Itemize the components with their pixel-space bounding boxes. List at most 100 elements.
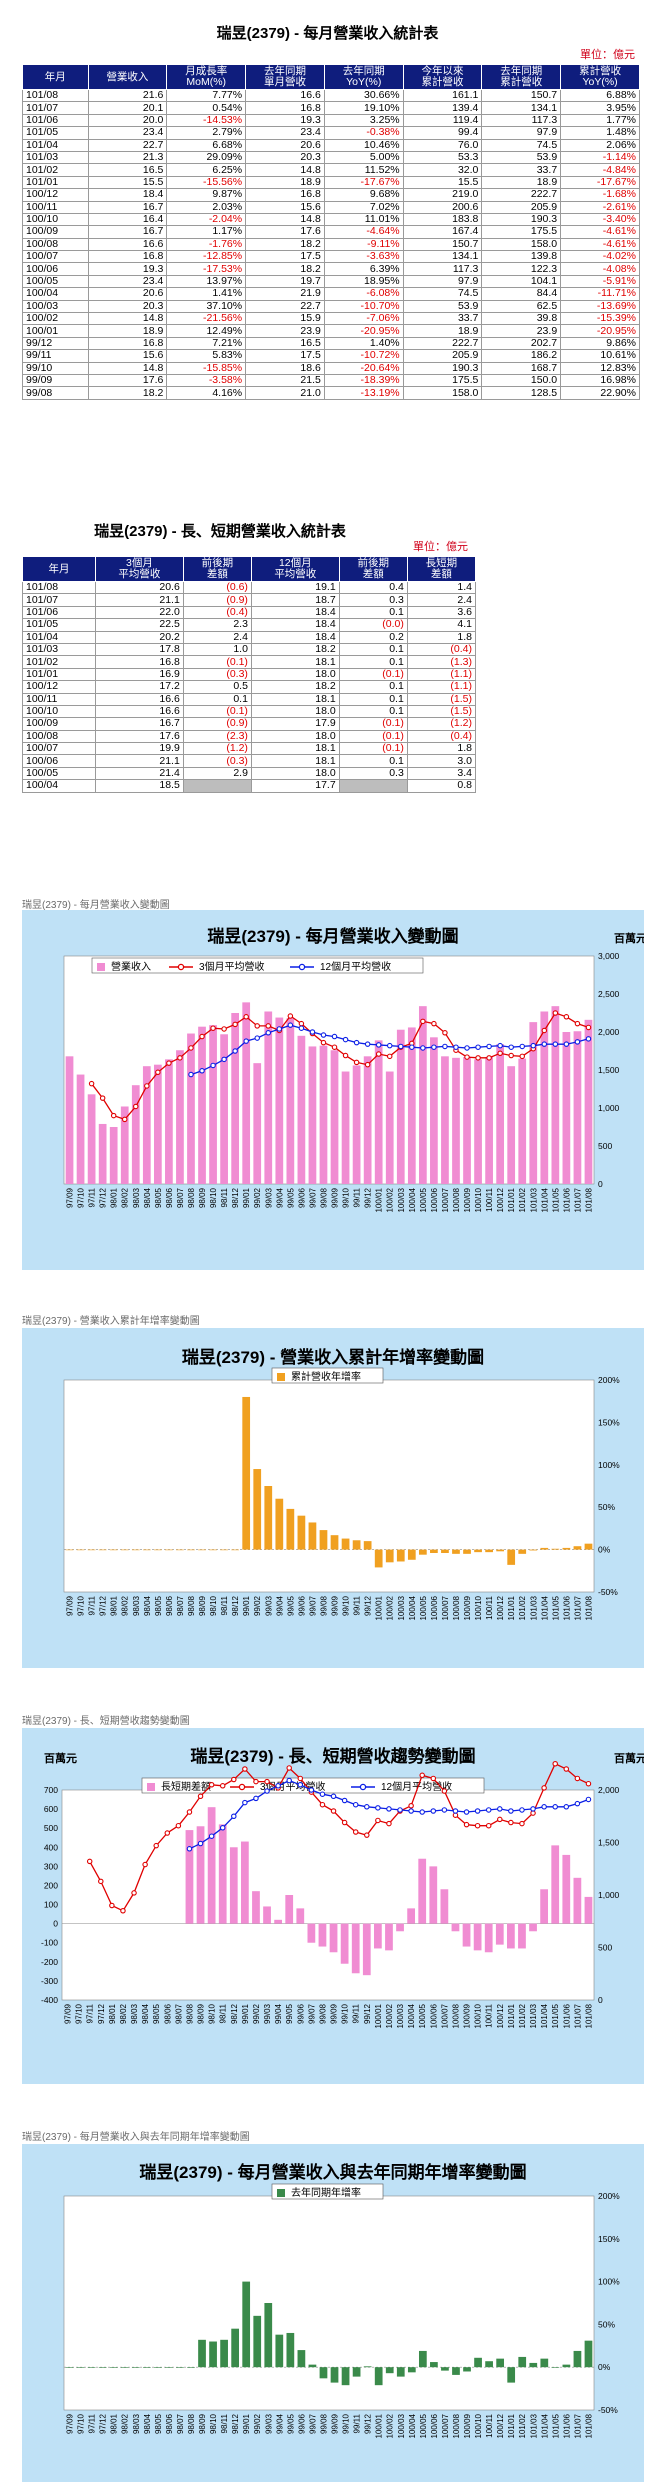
series-point [110,1112,117,1119]
table-row: 100/11 16.6 0.1 18.1 0.1 (1.5) [21,692,477,706]
bar [518,2356,527,2368]
table-cell: 23.9 [481,324,562,338]
table-cell: -21.56% [166,312,247,326]
bar [418,1858,427,1924]
series-point [243,1038,249,1044]
bar [330,2367,339,2383]
bar [462,1923,471,1947]
table-cell: 100/05 [21,766,97,781]
table-cell: 0.1 [338,605,408,620]
x-tick-label: 101/05 [551,2413,560,2438]
table-cell: (0.9) [182,717,252,731]
bar [418,1006,427,1184]
table-cell: 19.1 [250,580,340,595]
bar [253,2315,262,2368]
series-point [397,1807,403,1813]
table-cell: 219.0 [402,188,483,202]
series-point [352,1829,359,1835]
x-tick-label: 98/06 [165,1187,174,1208]
series-point [265,1030,272,1036]
table-cell: 18.1 [250,692,340,706]
x-tick-label: 101/06 [562,2413,571,2438]
series-point [408,1808,414,1814]
x-tick-label: 100/06 [429,2003,438,2028]
x-tick-label: 99/09 [331,1595,340,1616]
series-point [541,1804,547,1810]
table-cell: (0.1) [338,729,408,744]
table-cell: 20.6 [87,287,168,301]
table-cell: 15.6 [87,349,168,363]
series-point [286,1765,292,1771]
bar [463,1057,471,1184]
series-point [341,1797,348,1804]
series-point [375,1051,382,1057]
table-row: 101/06 20.0 -14.53% 19.3 3.25% 119.4 117.3 1.77… [22,113,640,128]
table-cell: 20.0 [87,113,168,128]
bar [473,1923,482,1951]
series-point [485,1822,492,1829]
x-tick-label: 98/03 [132,2413,141,2434]
series-point [541,1027,548,1034]
x-tick-label: 99/05 [286,2413,295,2434]
bar [65,2367,74,2368]
series-line [89,1762,589,1912]
x-tick-label: 101/03 [529,1595,538,1620]
bar [109,2367,118,2368]
table-cell: 134.1 [481,101,562,115]
table-cell: -14.53% [166,113,247,128]
x-tick-label: 97/11 [88,1187,97,1207]
legend-marker [177,963,185,971]
series-point [386,1053,393,1060]
x-tick-label: 98/09 [198,1187,207,1208]
series-point [221,1056,227,1063]
x-tick-label: 98/12 [231,1187,240,1208]
bar [229,1847,238,1924]
table-cell: 3.25% [323,113,404,128]
bar [98,2367,107,2368]
table-cell: 76.0 [402,138,483,152]
series-point [353,1039,360,1046]
bar [463,2367,471,2372]
y-tick-label: 700 [44,1785,58,1795]
bar [264,1486,273,1550]
x-tick-label: 100/03 [397,2413,406,2438]
bar [274,1919,283,1924]
bar [363,2366,372,2368]
series-point [120,1908,126,1914]
legend-label: 去年同期年增率 [291,2186,361,2199]
x-tick-label: 97/11 [88,1595,97,1615]
bar [352,1065,361,1184]
x-tick-label: 100/04 [408,1595,417,1620]
series-point [485,1807,492,1813]
table-cell: 18.2 [250,642,340,657]
x-tick-label: 101/08 [584,2413,593,2438]
series-point [585,1780,592,1787]
series-point [253,1795,259,1802]
table-cell: 101/07 [22,101,89,115]
bar [176,1549,184,1551]
bar [540,1547,549,1550]
x-tick-label: 99/09 [331,2413,340,2434]
series-point [352,1801,359,1808]
series-point [142,1861,148,1868]
table-cell: 3.0 [406,754,477,768]
series-point [463,1809,470,1815]
series-point [420,1018,426,1025]
bar [242,1396,251,1550]
bar [430,1549,438,1553]
table-cell: 101/04 [22,138,89,152]
legend-label: 3個月平均營收 [199,960,265,973]
table-cell: 37.10% [166,299,247,314]
y-tick-label: 400 [44,1842,58,1852]
table-cell: 23.4 [87,126,168,140]
bar [529,1549,538,1551]
bar [308,2364,317,2368]
monthly-table-title: 瑞昱(2379) - 每月營業收入統計表 [216,25,439,42]
series-point [210,1025,216,1031]
bar [275,1498,284,1550]
table-header-cell: 今年以來 累計營收 [402,64,483,90]
legend-marker [359,1783,367,1791]
x-tick-label: 100/10 [474,2413,483,2438]
x-tick-label: 99/03 [264,2413,273,2434]
table-cell: 16.6 [95,704,184,719]
